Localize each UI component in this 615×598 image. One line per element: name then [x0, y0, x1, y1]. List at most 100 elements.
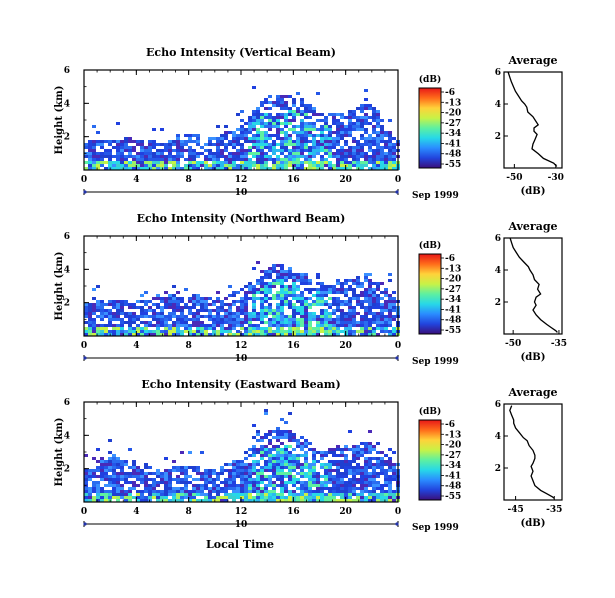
- echo-cell: [392, 146, 396, 149]
- echo-cell: [332, 333, 336, 336]
- echo-cell: [144, 499, 148, 502]
- echo-cell: [208, 167, 212, 170]
- echo-cell: [120, 324, 124, 327]
- echo-cell: [144, 300, 148, 303]
- echo-cell: [240, 490, 244, 493]
- echo-cell: [392, 303, 396, 306]
- echo-cell: [180, 146, 184, 149]
- echo-cell: [284, 161, 288, 164]
- echo-cell: [256, 315, 260, 318]
- echo-cell: [264, 288, 268, 291]
- profile-y-tick-label: 4: [495, 100, 501, 110]
- echo-cell: [244, 158, 248, 161]
- echo-cell: [228, 152, 232, 155]
- echo-cell: [372, 137, 376, 140]
- colorbar-tick-label: -41: [445, 139, 461, 149]
- echo-cell: [248, 318, 252, 321]
- echo-cell: [368, 496, 372, 499]
- echo-cell: [300, 155, 304, 158]
- echo-cell: [292, 499, 296, 502]
- panel-3: Echo Intensity (Eastward Beam)0 4 8 12 16 20 0…: [54, 378, 563, 530]
- echo-cell: [208, 297, 212, 300]
- echo-cell: [288, 122, 292, 125]
- echo-cell: [380, 490, 384, 493]
- echo-cell: [212, 318, 216, 321]
- echo-cell: [288, 285, 292, 288]
- echo-cell: [136, 330, 140, 333]
- echo-cell: [272, 493, 276, 496]
- echo-cell: [244, 164, 248, 167]
- echo-cell: [272, 448, 276, 451]
- echo-cell: [292, 463, 296, 466]
- echo-cell: [92, 167, 96, 170]
- echo-cell: [248, 285, 252, 288]
- echo-cell: [192, 155, 196, 158]
- echo-cell: [140, 475, 144, 478]
- echo-cell: [340, 158, 344, 161]
- echo-cell: [364, 107, 368, 110]
- echo-cell: [364, 155, 368, 158]
- echo-cell: [348, 493, 352, 496]
- echo-cell: [232, 333, 236, 336]
- echo-cell: [304, 460, 308, 463]
- echo-cell: [272, 146, 276, 149]
- echo-cell: [336, 134, 340, 137]
- echo-cell: [232, 493, 236, 496]
- echo-cell: [116, 149, 120, 152]
- echo-cell: [356, 149, 360, 152]
- echo-cell: [304, 484, 308, 487]
- echo-cell: [320, 155, 324, 158]
- echo-cell: [368, 146, 372, 149]
- echo-cell: [332, 460, 336, 463]
- echo-cell: [324, 140, 328, 143]
- echo-cell: [144, 466, 148, 469]
- echo-cell: [268, 276, 272, 279]
- echo-cell: [284, 113, 288, 116]
- echo-cell: [228, 333, 232, 336]
- echo-cell: [240, 460, 244, 463]
- echo-cell: [316, 318, 320, 321]
- echo-cell: [328, 481, 332, 484]
- echo-cell: [276, 294, 280, 297]
- echo-cell: [392, 149, 396, 152]
- echo-cell: [184, 288, 188, 291]
- echo-cell: [332, 484, 336, 487]
- echo-cell: [288, 466, 292, 469]
- echo-cell: [112, 161, 116, 164]
- echo-cell: [304, 279, 308, 282]
- echo-cell: [208, 496, 212, 499]
- echo-cell: [352, 493, 356, 496]
- echo-cell: [264, 484, 268, 487]
- echo-cell: [112, 327, 116, 330]
- echo-cell: [232, 327, 236, 330]
- echo-cell: [164, 306, 168, 309]
- echo-cell: [140, 481, 144, 484]
- echo-cell: [168, 478, 172, 481]
- echo-cell: [276, 264, 280, 267]
- echo-cell: [384, 303, 388, 306]
- echo-cell: [92, 125, 96, 128]
- echo-cell: [160, 321, 164, 324]
- echo-cell: [300, 125, 304, 128]
- echo-cell: [372, 312, 376, 315]
- echo-cell: [112, 315, 116, 318]
- echo-cell: [160, 161, 164, 164]
- echo-cell: [172, 487, 176, 490]
- echo-cell: [140, 155, 144, 158]
- echo-cell: [316, 481, 320, 484]
- echo-cell: [276, 303, 280, 306]
- echo-cell: [348, 333, 352, 336]
- echo-cell: [268, 285, 272, 288]
- echo-cell: [184, 490, 188, 493]
- echo-cell: [288, 318, 292, 321]
- echo-cell: [248, 487, 252, 490]
- echo-cell: [292, 288, 296, 291]
- echo-cell: [300, 137, 304, 140]
- echo-cell: [164, 143, 168, 146]
- echo-cell: [348, 321, 352, 324]
- echo-cell: [292, 294, 296, 297]
- echo-cell: [348, 481, 352, 484]
- echo-cell: [356, 478, 360, 481]
- echo-cell: [120, 303, 124, 306]
- echo-cell: [336, 327, 340, 330]
